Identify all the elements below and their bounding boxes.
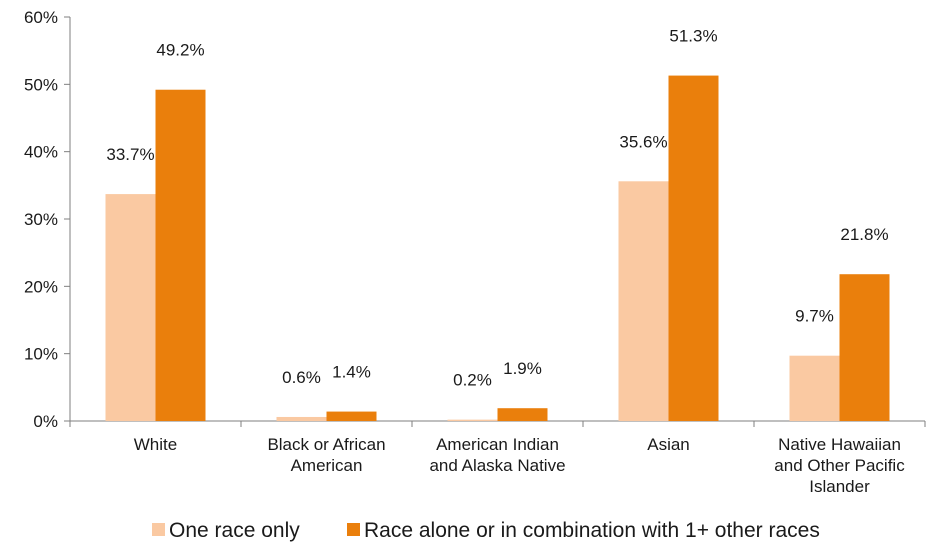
- x-category-label-line: and Other Pacific: [774, 456, 905, 475]
- bar-race-alone-or-in-combination: [497, 408, 548, 421]
- x-category-label-line: and Alaska Native: [429, 456, 565, 475]
- legend-label: Race alone or in combination with 1+ oth…: [364, 519, 820, 542]
- bar-one-race-only: [618, 181, 669, 421]
- data-label: 51.3%: [669, 27, 717, 46]
- data-label: 1.9%: [503, 359, 542, 378]
- x-category-label: American Indian and Alaska Native: [429, 435, 565, 475]
- legend-label: One race only: [169, 519, 300, 542]
- x-category-label: Asian: [647, 435, 690, 454]
- x-category-label-line: Asian: [647, 435, 690, 454]
- y-tick-label: 40%: [24, 143, 58, 162]
- bar-race-alone-or-in-combination: [668, 75, 719, 421]
- data-label: 0.6%: [282, 368, 321, 387]
- y-tick-label: 60%: [24, 8, 58, 27]
- y-tick-label: 0%: [33, 412, 58, 431]
- x-axis: White Black or African American American In…: [69, 420, 926, 496]
- bar-race-alone-or-in-combination: [326, 411, 377, 421]
- x-category-label-line: Islander: [809, 477, 870, 496]
- legend: One race only Race alone or in combinatio…: [152, 519, 820, 542]
- x-category-label-line: Native Hawaiian: [778, 435, 901, 454]
- bar-one-race-only: [276, 416, 327, 421]
- x-category-label: White: [134, 435, 177, 454]
- x-category-label: Black or African American: [267, 435, 385, 475]
- data-label: 9.7%: [795, 307, 834, 326]
- data-labels: 33.7% 49.2% 0.6% 1.4% 0.2% 1.9% 35.6% 51.3% 9.7%…: [106, 27, 888, 390]
- bar-race-alone-or-in-combination: [839, 274, 890, 421]
- bar-one-race-only: [789, 355, 840, 421]
- bar-one-race-only: [447, 419, 498, 421]
- x-category-label-line: White: [134, 435, 177, 454]
- data-label: 35.6%: [619, 132, 667, 151]
- bar-race-alone-or-in-combination: [155, 89, 206, 421]
- y-tick-label: 10%: [24, 345, 58, 364]
- legend-swatch: [152, 523, 165, 536]
- bar-one-race-only: [105, 194, 156, 421]
- legend-swatch: [347, 523, 360, 536]
- x-category-label: Native Hawaiian and Other Pacific Islander: [774, 435, 905, 496]
- y-tick-label: 50%: [24, 75, 58, 94]
- data-label: 49.2%: [156, 41, 204, 60]
- x-category-label-line: American Indian: [436, 435, 559, 454]
- bars: [105, 75, 890, 421]
- y-tick-label: 30%: [24, 210, 58, 229]
- data-label: 21.8%: [840, 225, 888, 244]
- x-category-label-line: American: [291, 456, 363, 475]
- data-label: 33.7%: [106, 145, 154, 164]
- x-category-label-line: Black or African: [267, 435, 385, 454]
- data-label: 1.4%: [332, 363, 371, 382]
- data-label: 0.2%: [453, 371, 492, 390]
- y-tick-label: 20%: [24, 277, 58, 296]
- y-axis: 0% 10% 20% 30% 40% 50% 60%: [24, 8, 71, 431]
